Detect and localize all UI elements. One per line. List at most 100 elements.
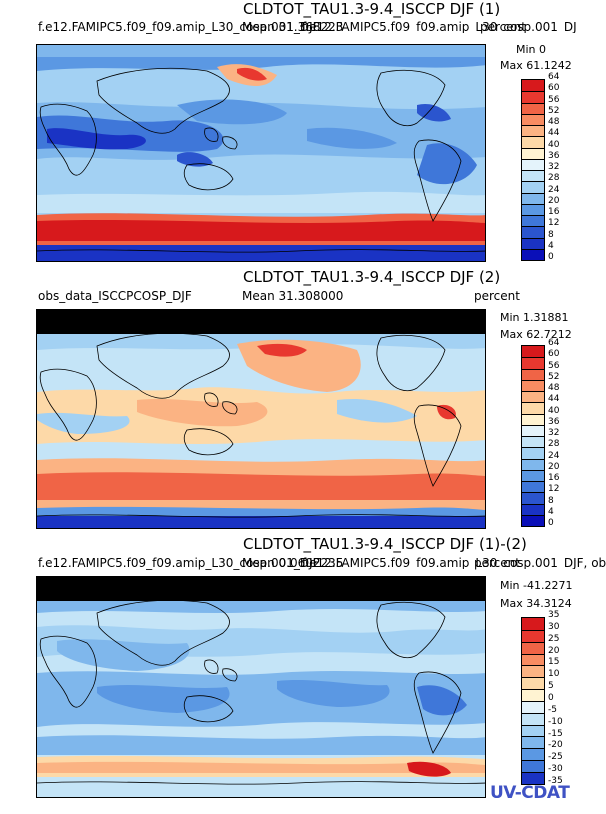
colorbar-tick-label: -10 [548,716,563,727]
colorbar-tick-label: 64 [548,72,560,82]
colorbar-cell [522,102,544,114]
colorbar-cell [522,391,544,403]
panel-1-mean: Mean 31.368223 [242,20,344,34]
colorbar-cell [522,147,544,159]
colorbar-tick-label: 10 [548,669,560,680]
colorbar-tick-label: 36 [548,416,560,427]
colorbar-cell [522,226,544,238]
colorbar-tick-label: 12 [548,484,560,495]
panel-1-subtitle-right: f.e12.FAMIPC5.f09_f09.amip_L30_cosp.001_… [302,21,576,33]
colorbar-tick-label: 52 [548,371,560,382]
colorbar-tick-label: 0 [548,518,554,528]
colorbar-tick-label: 64 [548,338,560,348]
panel-2-units: percent [474,289,520,303]
colorbar-tick-label: -5 [548,704,557,715]
panel-2-min: Min 1.31881 [500,311,569,324]
colorbar-cell [522,503,544,515]
panel-3-colorbar [521,617,545,785]
colorbar-cell [522,436,544,448]
panel-1-map [36,44,486,262]
colorbar-tick-label: 0 [548,693,554,703]
panel-3-min: Min -41.2271 [500,579,573,592]
colorbar-cell [522,125,544,137]
colorbar-tick-label: 56 [548,94,560,105]
colorbar-tick-label: 44 [548,128,560,139]
panel-1-units: percent [480,20,526,34]
colorbar-tick-label: 48 [548,383,560,393]
colorbar-cell [522,736,544,749]
colorbar-tick-label: 32 [548,162,560,172]
colorbar-cell [522,424,544,436]
colorbar-cell [522,618,544,630]
colorbar-tick-label: 60 [548,83,560,94]
colorbar-tick-label: 16 [548,207,560,217]
colorbar-tick-label: 60 [548,349,560,360]
colorbar-cell [522,724,544,737]
colorbar-tick-label: 24 [548,450,560,461]
colorbar-cell [522,771,544,784]
colorbar-cell [522,91,544,103]
colorbar-cell [522,192,544,204]
panel-3-map [36,576,486,798]
panel-3-max: Max 34.3124 [500,597,572,610]
colorbar-tick-label: 52 [548,105,560,116]
panel-2-map [36,309,486,529]
colorbar-tick-label: 32 [548,428,560,438]
colorbar-tick-label: -25 [548,752,563,763]
colorbar-cell [522,514,544,526]
colorbar-cell [522,653,544,666]
colorbar-cell [522,712,544,725]
colorbar-cell [522,700,544,713]
colorbar-tick-label: 20 [548,645,560,656]
colorbar-cell [522,629,544,642]
colorbar-tick-label: 28 [548,439,560,450]
panel-1-colorbar-ticks: 64 60 56 52 48 44 40 36 32 28 24 20 16 12 8 4 0 [548,73,588,268]
uvcdat-logo: UV-CDAT [490,783,570,803]
colorbar-tick-label: 8 [548,495,554,506]
colorbar-cell [522,346,544,358]
colorbar-cell [522,481,544,493]
colorbar-tick-label: 40 [548,139,560,150]
colorbar-tick-label: 0 [548,252,554,262]
colorbar-tick-label: 5 [548,681,554,692]
colorbar-cell [522,368,544,380]
colorbar-tick-label: 4 [548,506,554,517]
panel-2-mean: Mean 31.308000 [242,289,344,303]
colorbar-cell [522,677,544,690]
colorbar-tick-label: 28 [548,173,560,184]
colorbar-tick-label: 20 [548,195,560,206]
panel-1-max: Max 61.1242 [500,59,572,72]
colorbar-cell [522,237,544,249]
panel-3-colorbar-ticks: 35 30 25 20 15 10 5 0 -5 -10 -15 -20 -25 -30 -35 [548,611,588,791]
colorbar-cell [522,379,544,391]
colorbar-tick-label: 56 [548,360,560,371]
colorbar-tick-label: 12 [548,218,560,229]
panel-1-subtitle-left: f.e12.FAMIPC5.f09_f09.amip_L30_cosp.001_… [38,20,320,34]
panel-3-subtitle-right: f.e12.FAMIPC5.f09_f09.amip_L30_cosp.001_… [302,557,606,569]
colorbar-tick-label: -30 [548,764,563,775]
colorbar-tick-label: 8 [548,229,554,240]
colorbar-cell [522,748,544,761]
colorbar-cell [522,689,544,701]
panel-3-mean: Mean 0.0602235 [242,556,344,570]
colorbar-tick-label: 40 [548,405,560,416]
colorbar-cell [522,80,544,92]
colorbar-tick-label: 48 [548,117,560,127]
colorbar-cell [522,665,544,678]
colorbar-tick-label: 30 [548,621,560,632]
colorbar-tick-label: -15 [548,728,563,739]
colorbar-tick-label: -35 [548,776,563,786]
colorbar-tick-label: 36 [548,150,560,161]
colorbar-cell [522,215,544,227]
colorbar-cell [522,447,544,459]
colorbar-tick-label: 15 [548,657,560,668]
colorbar-tick-label: 24 [548,184,560,195]
colorbar-tick-label: -20 [548,740,563,751]
colorbar-cell [522,113,544,125]
colorbar-tick-label: 16 [548,473,560,483]
colorbar-cell [522,248,544,260]
colorbar-cell [522,181,544,193]
panel-1-colorbar [521,79,545,261]
colorbar-tick-label: 4 [548,240,554,251]
colorbar-tick-label: 25 [548,633,560,644]
